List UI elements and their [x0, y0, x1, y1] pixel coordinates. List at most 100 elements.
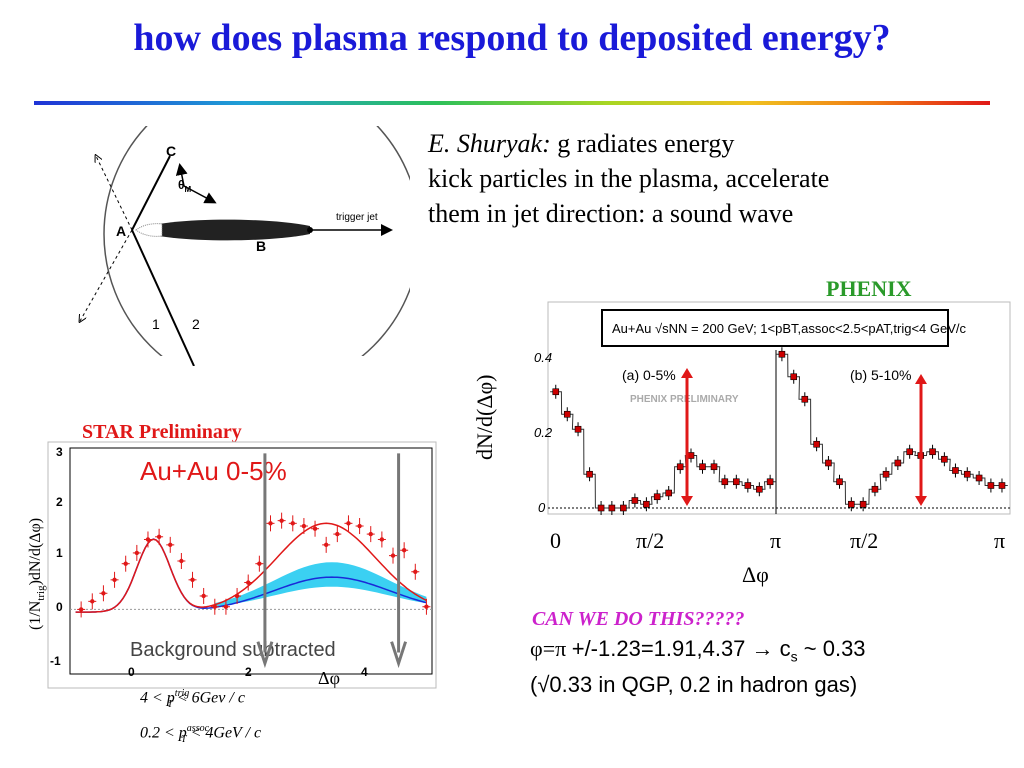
- phenix-point: [813, 440, 820, 448]
- phenix-point: [801, 395, 809, 403]
- star-ytick-1: 1: [56, 546, 63, 560]
- quote-line3: them in jet direction: a sound wave: [428, 199, 794, 228]
- phenix-point: [848, 500, 855, 508]
- star-point: [168, 542, 173, 548]
- phenix-chart: Au+Au √sNN = 200 GeV; 1<pBT,assoc<2.5<pA…: [472, 301, 1011, 587]
- label-b: B: [256, 238, 266, 254]
- star-ylabel: (1/Ntrig)dN/d(Δφ): [27, 518, 47, 630]
- star-bg-text: Background subtracted: [130, 639, 336, 661]
- star-point: [312, 526, 318, 531]
- phenix-point: [894, 459, 902, 467]
- xtick-pi2b: π/2: [850, 528, 878, 553]
- label-a: A: [116, 223, 126, 239]
- phenix-point: [859, 500, 867, 508]
- phenix-legend-box: [601, 309, 949, 347]
- star-point: [201, 593, 206, 599]
- title-rule: [34, 101, 990, 105]
- ytick-02: 0.2: [534, 425, 553, 440]
- star-point: [379, 537, 385, 542]
- star-point: [212, 604, 217, 609]
- phenix-point: [733, 478, 740, 486]
- xtick-pib: π: [994, 528, 1005, 553]
- phenix-point: [975, 474, 983, 482]
- phenix-point: [987, 482, 995, 489]
- star-xlabel: Δφ: [318, 668, 340, 688]
- phenix-point: [952, 467, 959, 474]
- star-point: [223, 604, 229, 609]
- diagram-circle: [103, 126, 410, 366]
- phenix-point: [721, 478, 729, 486]
- red-arrow-head-up: [915, 374, 927, 384]
- star-point: [78, 607, 84, 612]
- label-c: C: [166, 143, 176, 159]
- phenix-point: [790, 373, 798, 381]
- mach-cone-diagram: C θM A B trigger jet 1 2: [70, 126, 410, 366]
- star-point: [101, 591, 106, 596]
- star-ytick-2: 2: [56, 495, 63, 509]
- phenix-point: [963, 470, 971, 478]
- star-point: [290, 521, 295, 526]
- phenix-point: [871, 485, 879, 493]
- phenix-point: [643, 500, 650, 508]
- formula-trig: 4 < ptrigT < 6Gev / c: [140, 688, 245, 710]
- star-chart: Au+Au 0-5% Background subtracted 3 2 1 0…: [27, 441, 437, 689]
- star-point: [390, 553, 396, 558]
- star-point: [357, 523, 362, 529]
- quote-line2: kick particles in the plasma, accelerate: [428, 164, 830, 193]
- phenix-point: [710, 463, 718, 471]
- phenix-point: [608, 504, 616, 512]
- phenix-legend: Au+Au √sNN = 200 GeV; 1<pBT,assoc<2.5<pA…: [612, 321, 967, 336]
- sqrt-line: (√0.33 in QGP, 0.2 in hadron gas): [530, 672, 858, 697]
- label-theta: θM: [178, 178, 192, 194]
- panel-a-label: (a) 0-5%: [622, 367, 676, 383]
- quote-block: E. Shuryak: g radiates energy kick parti…: [428, 126, 829, 231]
- star-point: [246, 580, 251, 585]
- phenix-point: [882, 470, 890, 478]
- quote-line1: g radiates energy: [550, 129, 735, 158]
- star-point: [156, 534, 162, 539]
- star-point: [234, 593, 240, 599]
- theta-arrow: [183, 185, 217, 204]
- cone-edge-lower: [131, 229, 195, 366]
- phenix-point: [676, 463, 684, 471]
- phenix-xlabel: Δφ: [742, 562, 769, 587]
- star-ytick-0: 0: [56, 600, 63, 614]
- phenix-point: [631, 497, 639, 504]
- label-one: 1: [152, 316, 160, 332]
- star-ytick-3: 3: [56, 445, 63, 459]
- ytick-0: 0: [538, 500, 546, 515]
- star-point: [257, 561, 262, 566]
- star-marks: [70, 453, 432, 669]
- dashed-arrow-upper: [96, 156, 133, 231]
- label-trigger-jet: trigger jet: [336, 212, 378, 223]
- phenix-point: [574, 425, 582, 433]
- phenix-marks: [550, 347, 1008, 515]
- phenix-point: [998, 482, 1006, 489]
- phenix-point: [744, 482, 752, 489]
- star-point: [268, 521, 273, 526]
- star-point: [368, 531, 373, 537]
- phenix-point: [597, 504, 605, 512]
- phenix-point: [756, 485, 763, 493]
- star-point: [190, 577, 195, 583]
- phenix-ylabel: dN/d(Δφ): [472, 375, 497, 461]
- phenix-point: [620, 504, 627, 512]
- phenix-point: [563, 410, 571, 418]
- phenix-point: [687, 452, 695, 459]
- phenix-point: [929, 448, 936, 456]
- red-arrow-head-down: [915, 496, 927, 506]
- star-point: [179, 558, 184, 564]
- phenix-point: [699, 463, 706, 471]
- phenix-label: PHENIX: [826, 276, 912, 301]
- star-point: [134, 550, 140, 556]
- phenix-point: [906, 448, 913, 456]
- star-point: [112, 577, 117, 583]
- star-point: [145, 537, 151, 542]
- panel-b-label: (b) 5-10%: [850, 367, 911, 383]
- phenix-point: [778, 350, 786, 358]
- star-xtick-4: 4: [361, 665, 368, 679]
- star-point: [424, 604, 429, 609]
- phenix-point: [665, 489, 672, 497]
- star-point: [279, 518, 284, 523]
- star-heading: Au+Au 0-5%: [140, 456, 287, 486]
